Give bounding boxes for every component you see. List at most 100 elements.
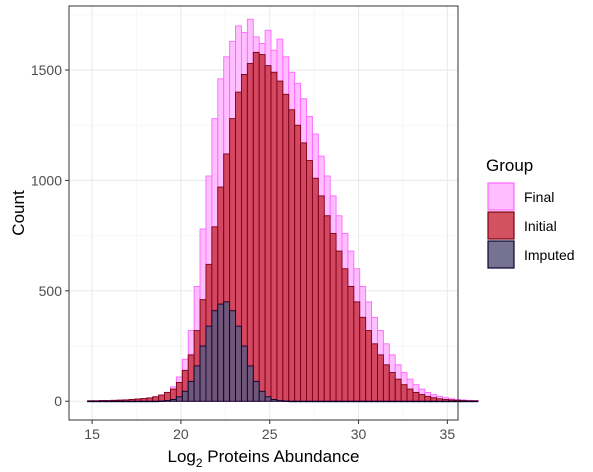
x-tick-label: 25 [262, 426, 278, 442]
legend-key-imputed [487, 240, 515, 269]
bar-initial [341, 268, 349, 402]
series-imputed [87, 301, 479, 403]
bar-imputed [110, 400, 118, 403]
bar-imputed [152, 400, 160, 403]
bar-imputed [122, 400, 130, 403]
bar-imputed [442, 400, 449, 403]
bar-initial [430, 397, 438, 402]
bar-imputed [471, 400, 479, 403]
bar-imputed [252, 380, 260, 402]
x-axis-ticks: 15 20 25 30 35 [84, 420, 455, 442]
bar-initial [306, 160, 313, 402]
bar-imputed [311, 400, 319, 403]
bar-imputed [382, 400, 390, 403]
bar-imputed [134, 400, 142, 403]
bar-initial [276, 80, 284, 402]
bar-initial [264, 65, 272, 402]
bar-imputed [335, 400, 343, 403]
y-tick-label: 500 [39, 283, 63, 299]
x-axis-title-rest: Proteins Abundance [203, 447, 360, 466]
bar-initial [258, 54, 266, 402]
bar-imputed [205, 325, 213, 402]
bar-initial [317, 195, 325, 402]
bar-imputed [164, 400, 171, 402]
x-tick-label: 20 [173, 426, 189, 442]
bar-initial [394, 378, 402, 402]
bar-imputed [217, 303, 225, 402]
bar-initial [412, 391, 420, 402]
bar-imputed [211, 310, 219, 402]
legend: Group Final Initial Imputed [486, 156, 575, 269]
bar-imputed [99, 400, 106, 403]
bar-imputed [193, 365, 201, 402]
bar-initial [371, 343, 378, 402]
bar-imputed [329, 400, 337, 403]
bar-imputed [341, 400, 349, 403]
bar-initial [382, 364, 390, 402]
bar-imputed [223, 301, 231, 402]
bar-initial [400, 384, 408, 402]
legend-key-initial [487, 211, 515, 240]
bar-initial [388, 372, 396, 402]
bar-initial [359, 316, 367, 402]
bar-imputed [418, 400, 426, 403]
bar-imputed [388, 400, 396, 403]
x-axis-title: Log2 Proteins Abundance [168, 447, 360, 470]
bar-initial [353, 301, 361, 402]
bar-imputed [282, 400, 290, 402]
bar-imputed [199, 345, 207, 402]
bar-imputed [323, 400, 331, 403]
bar-imputed [300, 400, 307, 403]
bar-initial [311, 177, 319, 402]
bar-initial [335, 250, 343, 402]
bar-initial [246, 62, 254, 402]
legend-label-final: Final [524, 189, 554, 205]
bar-initial [288, 109, 296, 402]
bar-initial [329, 232, 337, 402]
bar-imputed [436, 400, 443, 403]
bar-imputed [459, 400, 467, 403]
bar-imputed [347, 400, 355, 403]
bar-initial [300, 142, 307, 402]
legend-title: Group [486, 156, 533, 175]
bar-imputed [412, 400, 420, 403]
bar-initial [365, 330, 373, 402]
bar-imputed [317, 400, 325, 403]
bar-imputed [146, 400, 154, 403]
y-axis-title: Count [9, 190, 28, 236]
bar-initial [347, 285, 355, 402]
bar-imputed [430, 400, 438, 403]
legend-label-initial: Initial [524, 218, 557, 234]
bar-initial [418, 394, 426, 402]
bar-imputed [264, 396, 272, 402]
bar-imputed [406, 400, 414, 403]
bar-imputed [158, 400, 165, 402]
bar-initial [294, 124, 302, 402]
bar-imputed [424, 400, 432, 403]
bar-imputed [87, 400, 95, 403]
bar-imputed [453, 400, 461, 403]
bar-initial [270, 71, 278, 402]
bar-imputed [353, 400, 361, 403]
bar-imputed [465, 400, 473, 403]
plot-panel-border [68, 5, 459, 421]
bar-imputed [288, 400, 296, 403]
bar-initial [152, 396, 160, 402]
bar-initial [406, 388, 414, 402]
bar-initial [323, 215, 331, 402]
legend-items: Final Initial Imputed [487, 182, 575, 269]
bar-imputed [104, 400, 112, 403]
bar-imputed [235, 325, 242, 402]
bar-initial [158, 394, 165, 402]
x-tick-label: 35 [440, 426, 456, 442]
bar-initial [377, 354, 384, 402]
y-tick-label: 0 [54, 393, 62, 409]
legend-label-imputed: Imputed [524, 247, 575, 263]
y-tick-label: 1000 [31, 172, 62, 188]
y-axis-ticks: 0 500 1000 1500 [31, 62, 69, 409]
bar-imputed [128, 400, 136, 403]
bar-imputed [270, 399, 278, 402]
bar-initial [282, 93, 290, 402]
x-tick-label: 30 [351, 426, 367, 442]
bar-imputed [306, 400, 313, 403]
